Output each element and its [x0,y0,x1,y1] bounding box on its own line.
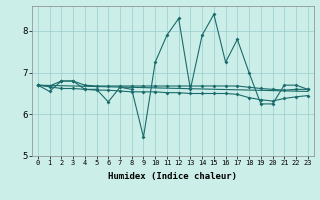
X-axis label: Humidex (Indice chaleur): Humidex (Indice chaleur) [108,172,237,181]
